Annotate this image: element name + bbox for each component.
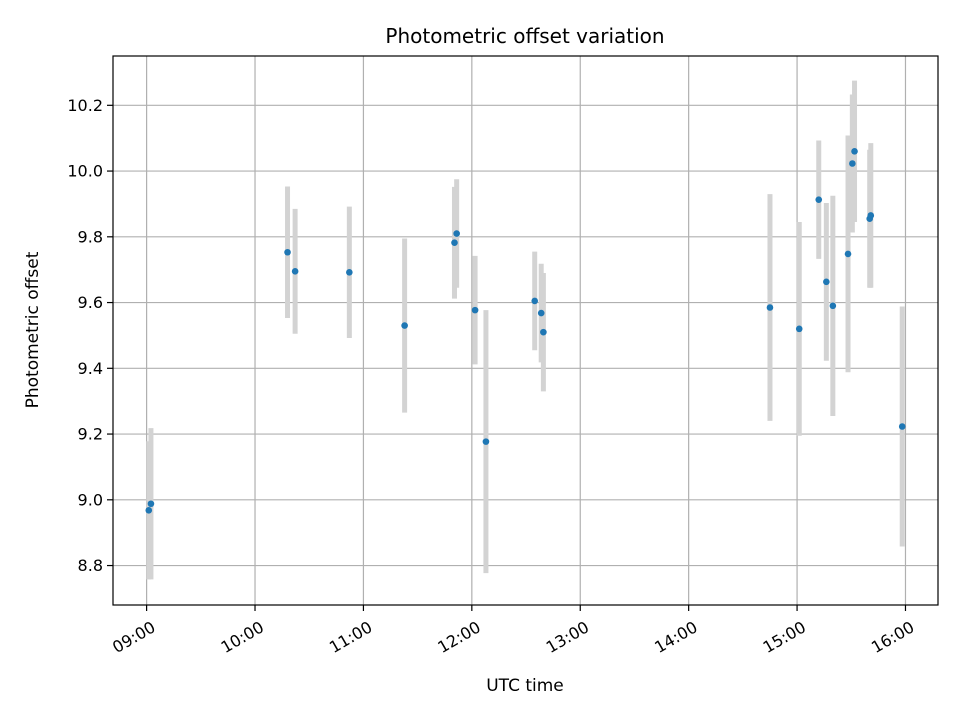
data-point — [471, 306, 479, 314]
y-tick-label: 9.4 — [78, 359, 103, 378]
data-point — [898, 423, 906, 430]
data-point — [829, 302, 837, 310]
y-tick-label: 9.2 — [78, 425, 103, 444]
data-point — [766, 304, 774, 311]
data-point — [145, 507, 153, 514]
data-points — [145, 148, 906, 514]
y-tick-label: 8.8 — [78, 556, 103, 575]
data-point — [346, 269, 353, 276]
data-point — [147, 500, 155, 508]
data-point — [531, 297, 539, 305]
y-tick-label: 10.2 — [67, 96, 103, 115]
data-point — [401, 322, 408, 329]
y-tick-label: 10.0 — [67, 162, 103, 181]
data-point — [284, 248, 291, 256]
y-tick-label: 9.8 — [78, 227, 103, 246]
data-point — [291, 268, 299, 275]
chart-title: Photometric offset variation — [385, 24, 664, 48]
y-tick-label: 9.6 — [78, 293, 103, 312]
data-point — [451, 239, 458, 247]
data-point — [849, 160, 856, 167]
data-point — [815, 196, 823, 203]
data-point — [851, 148, 858, 155]
data-point — [540, 328, 547, 336]
data-point — [844, 250, 852, 258]
plot-frame — [112, 55, 939, 606]
data-point — [453, 230, 460, 237]
data-point — [867, 212, 875, 219]
data-point — [795, 325, 803, 333]
x-axis-label: UTC time — [486, 676, 564, 696]
data-point — [537, 309, 545, 317]
data-point — [823, 278, 830, 286]
data-point — [482, 438, 490, 445]
y-tick-label: 9.0 — [78, 490, 103, 509]
y-axis-label: Photometric offset — [23, 251, 43, 408]
